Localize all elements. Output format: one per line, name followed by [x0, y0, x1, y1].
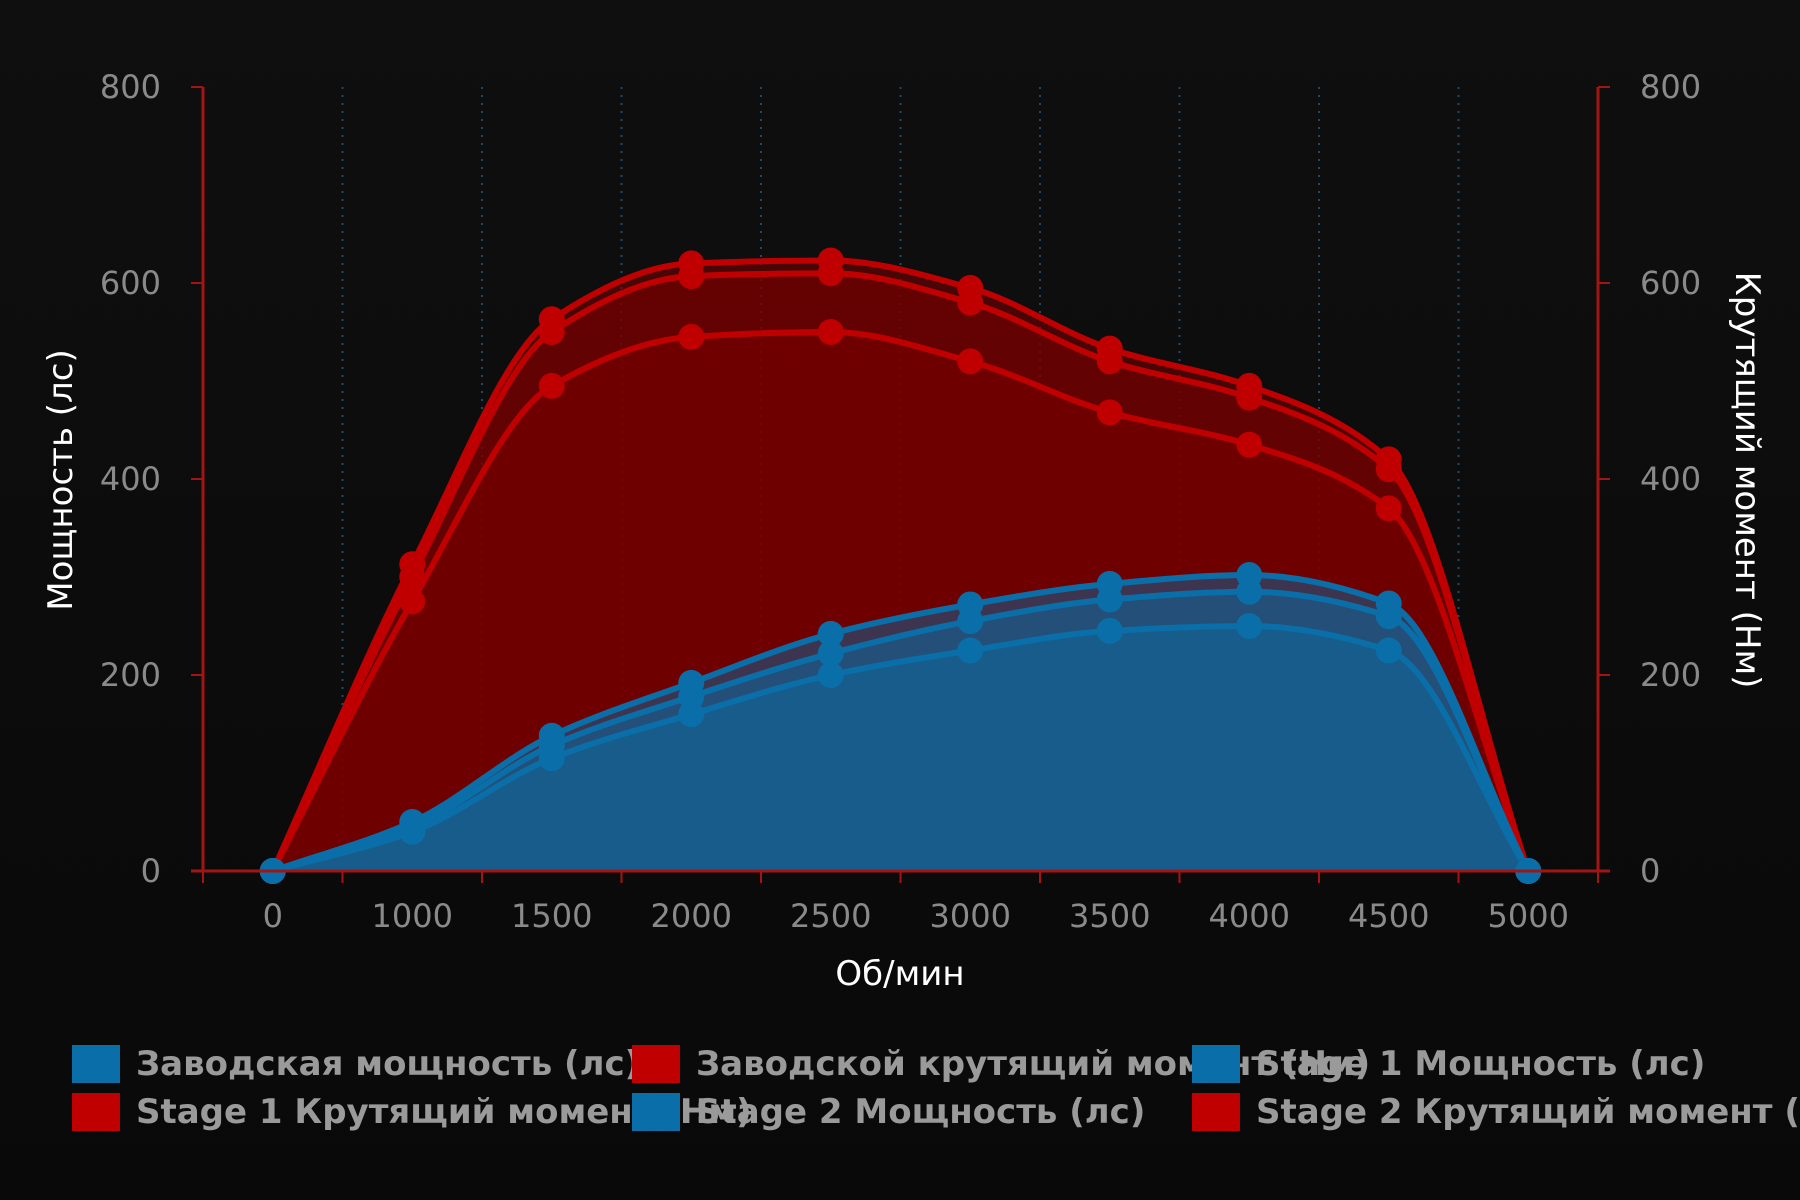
- data-point: [957, 637, 984, 664]
- series-line: [270, 329, 1532, 873]
- data-point: [1236, 384, 1263, 411]
- data-point: [1375, 637, 1402, 664]
- data-point: [1096, 348, 1123, 375]
- legend-label: Stage 2 Крутящий момент (Нм): [1256, 1092, 1800, 1132]
- data-point: [1236, 431, 1263, 458]
- data-point: [538, 745, 565, 772]
- legend-label: Заводской крутящий момент (Нм): [696, 1044, 1371, 1084]
- legend-item: Stage 2 Крутящий момент (Нм): [1192, 1090, 1800, 1134]
- x-tick-label: 1000: [372, 897, 453, 935]
- series-areas: [272, 260, 1529, 872]
- data-point: [817, 640, 844, 667]
- data-point: [1236, 613, 1263, 639]
- y-tick-label-left: 0: [141, 852, 161, 890]
- series-line: [271, 572, 1531, 874]
- data-point: [399, 588, 426, 615]
- data-point: [817, 319, 844, 345]
- data-point: [1375, 603, 1402, 630]
- series-line: [270, 270, 1532, 873]
- x-tick-label: 4000: [1209, 897, 1290, 935]
- legend-item: Заводской крутящий момент (Нм): [632, 1042, 1370, 1086]
- y-tick-label-right: 400: [1640, 460, 1701, 498]
- data-point: [817, 620, 844, 647]
- data-point: [957, 608, 984, 635]
- data-point: [1096, 399, 1123, 426]
- x-tick-label: 3000: [930, 897, 1011, 935]
- axes: [191, 86, 1610, 883]
- y-axis-left-title: Мощность (лс): [41, 349, 81, 611]
- legend-label: Stage 2 Мощность (лс): [696, 1092, 1146, 1132]
- series-line: [271, 588, 1531, 874]
- chart-legend: Заводская мощность (лс) Заводской крутящи…: [72, 1042, 1800, 1134]
- data-point: [399, 564, 426, 590]
- legend-swatch: [632, 1093, 680, 1131]
- data-point: [1096, 617, 1123, 644]
- y-tick-label-left: 600: [100, 264, 161, 302]
- legend-label: Stage 1 Мощность (лс): [1256, 1044, 1706, 1084]
- data-point: [678, 263, 705, 290]
- x-tick-label: 1500: [511, 897, 592, 935]
- legend-item: Заводская мощность (лс): [72, 1042, 640, 1086]
- data-point: [1096, 586, 1123, 613]
- y-axis-right-title: Крутящий момент (Нм): [1727, 272, 1767, 689]
- legend-swatch: [72, 1093, 120, 1131]
- x-tick-label: 2000: [651, 897, 732, 935]
- data-point: [957, 289, 984, 316]
- data-point: [957, 348, 984, 375]
- y-tick-label-right: 800: [1640, 68, 1701, 106]
- y-tick-label-left: 200: [100, 656, 161, 694]
- y-tick-label-right: 200: [1640, 656, 1701, 694]
- series-points: [259, 247, 1542, 884]
- x-tick-label: 4500: [1348, 897, 1429, 935]
- legend-item: Stage 1 Мощность (лс): [1192, 1042, 1752, 1086]
- data-point: [1375, 456, 1402, 483]
- data-point: [678, 323, 705, 350]
- data-point: [817, 260, 844, 287]
- x-axis-title: Об/мин: [835, 954, 964, 994]
- legend-swatch: [72, 1045, 120, 1083]
- data-point: [817, 662, 844, 688]
- data-point: [399, 818, 426, 845]
- tick-labels: 0 1000 1500 2000 2500 3000 3500 4000 4500 5000 0 0 2…: [100, 68, 1701, 935]
- data-point: [1375, 495, 1402, 522]
- y-tick-label-left: 800: [100, 68, 161, 106]
- y-tick-label-right: 0: [1640, 852, 1660, 890]
- x-tick-label: 5000: [1488, 897, 1569, 935]
- legend-swatch: [1192, 1045, 1240, 1083]
- x-tick-label: 2500: [790, 897, 871, 935]
- legend-swatch: [632, 1045, 680, 1083]
- x-tick-label: 3500: [1069, 897, 1150, 935]
- y-tick-label-right: 600: [1640, 264, 1701, 302]
- data-point: [678, 701, 705, 728]
- data-point: [1236, 578, 1263, 605]
- legend-item: Stage 1 Крутящий момент (Нм): [72, 1090, 752, 1134]
- y-tick-label-left: 400: [100, 460, 161, 498]
- legend-item: Stage 2 Мощность (лс): [632, 1090, 1192, 1134]
- legend-swatch: [1192, 1093, 1240, 1131]
- x-tick-label: 0: [263, 897, 283, 935]
- series-line: [271, 623, 1531, 874]
- data-point: [538, 319, 565, 345]
- series-area: [272, 626, 1529, 871]
- data-point: [538, 372, 565, 399]
- legend-label: Заводская мощность (лс): [136, 1044, 641, 1084]
